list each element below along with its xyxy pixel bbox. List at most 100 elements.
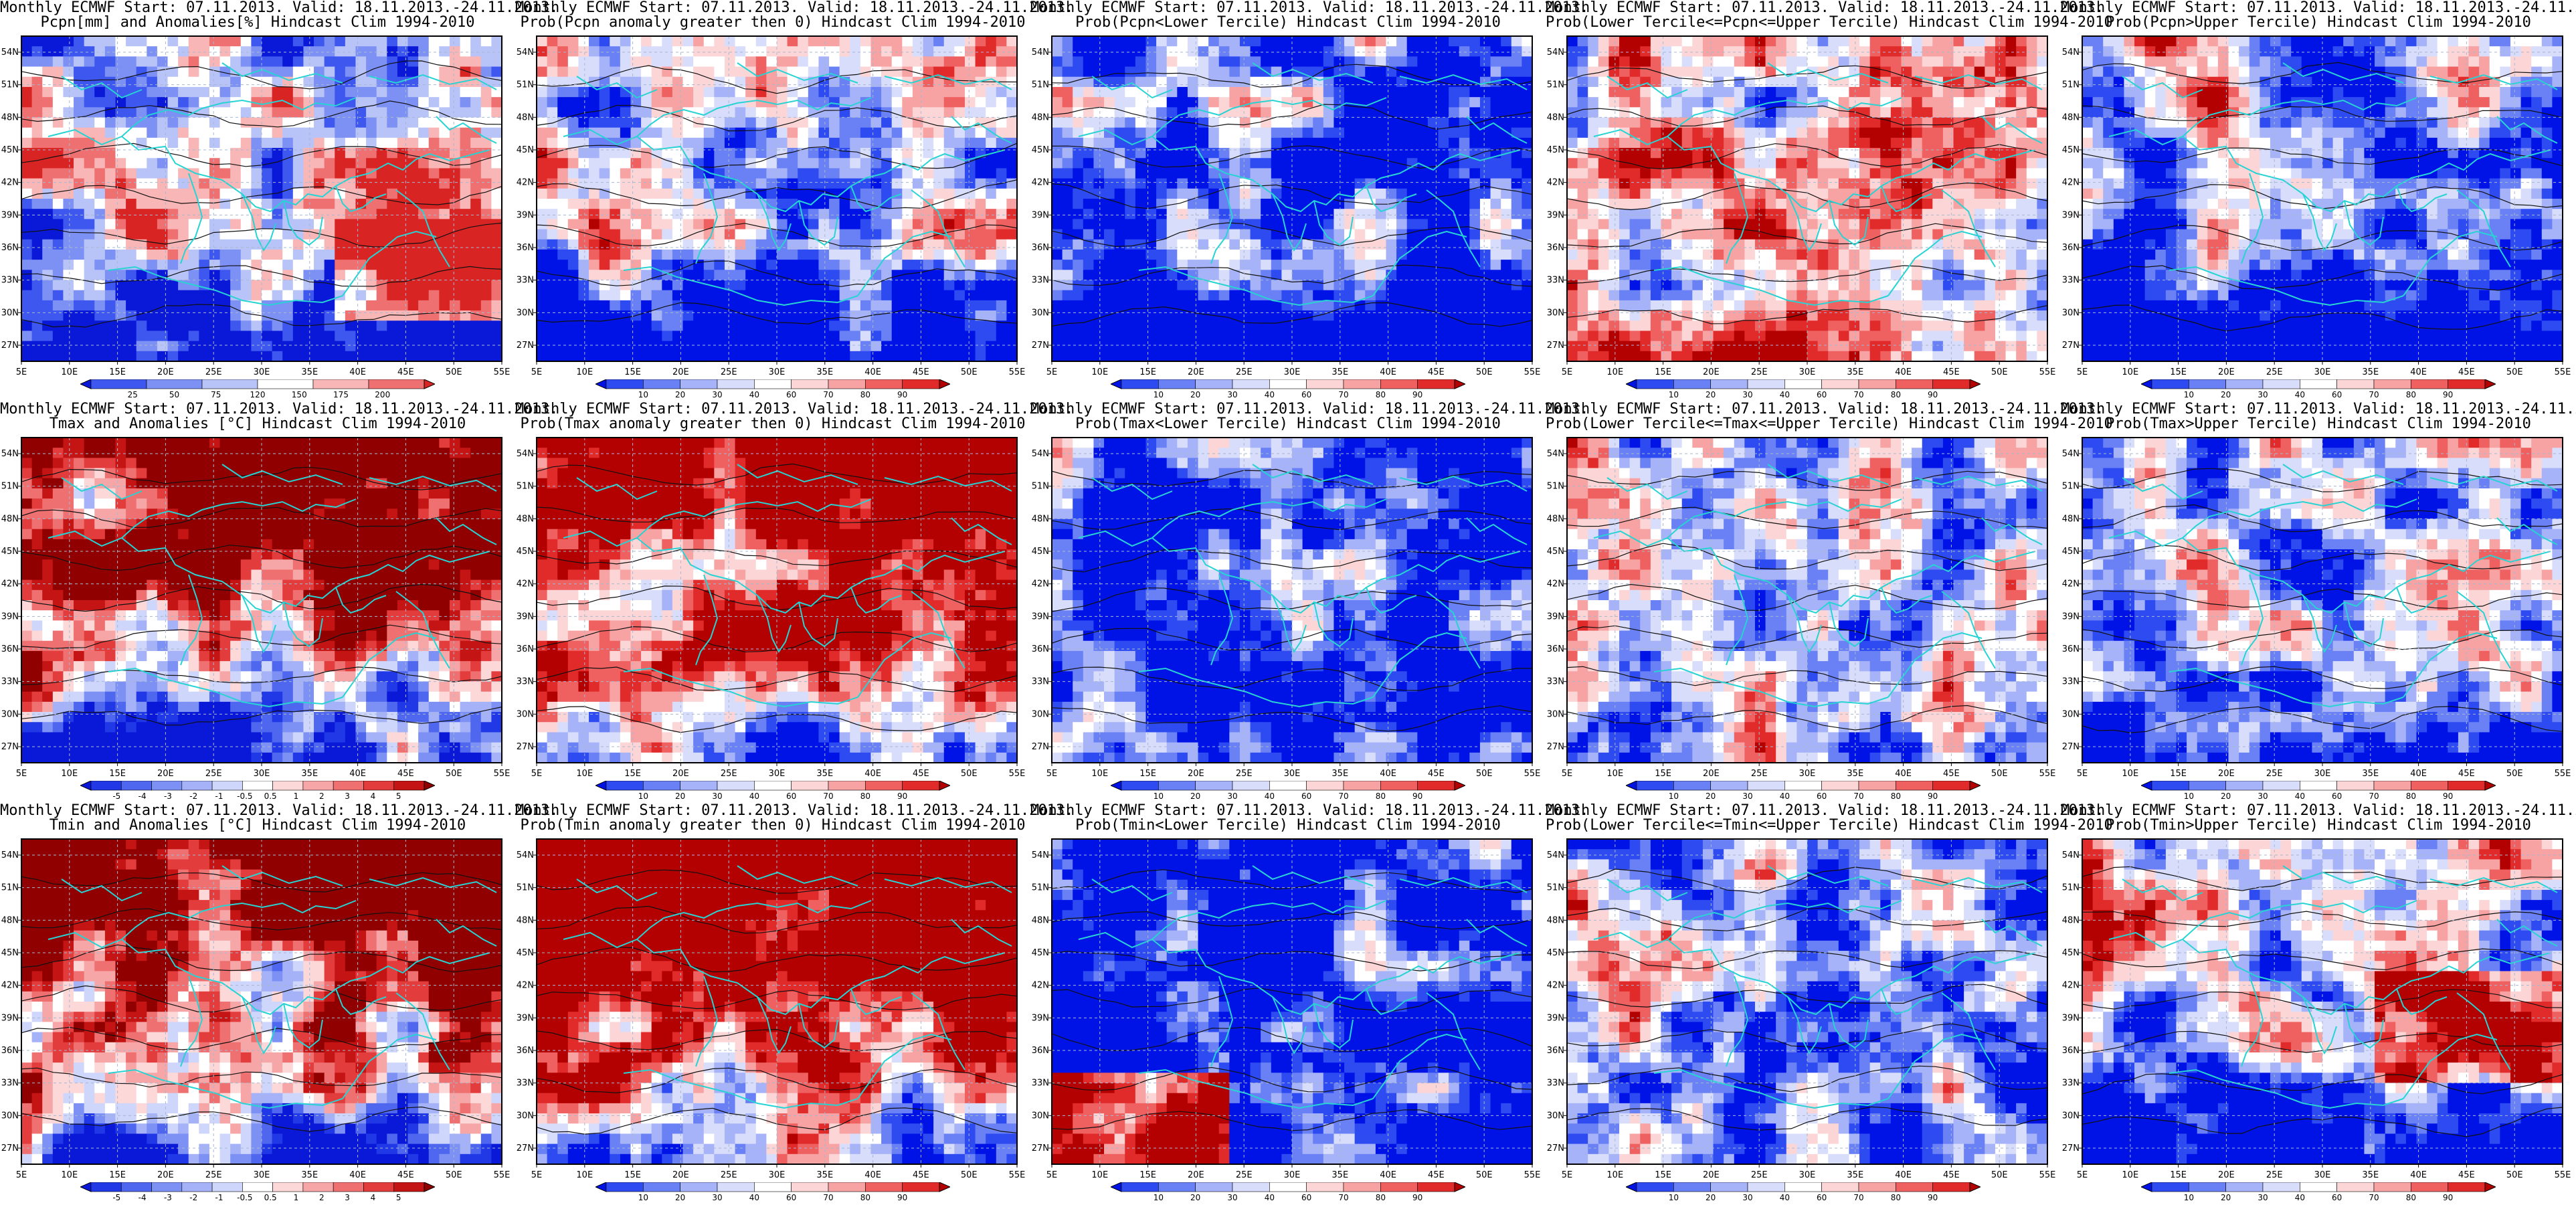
colorbar-tick-label: 1 — [294, 792, 299, 801]
lat-tick-label: 36N — [2062, 1046, 2080, 1056]
lon-tick-label: 40E — [2410, 769, 2427, 779]
colorbar-tick-label: -4 — [139, 1193, 147, 1202]
colorbar-tick-label: 60 — [2332, 390, 2342, 399]
colorbar-tick-label: 90 — [1928, 390, 1938, 399]
colorbar-tick-label: 60 — [1301, 1193, 1311, 1202]
colorbar-tick-label: 90 — [2443, 390, 2453, 399]
lat-tick-label: 45N — [1032, 547, 1049, 557]
lon-tick-label: 40E — [1895, 769, 1912, 779]
colorbar-tick-label: 80 — [1891, 390, 1901, 399]
lat-tick-label: 42N — [1, 981, 19, 991]
lon-tick-label: 15E — [1655, 1170, 1671, 1180]
colorbar-tick-label: 40 — [1265, 1193, 1275, 1202]
lon-tick-label: 15E — [1655, 769, 1671, 779]
lon-tick-label: 35E — [816, 367, 833, 377]
colorbar-tick-label: 80 — [1376, 390, 1386, 399]
lon-tick-label: 25E — [1236, 769, 1253, 779]
lat-tick-label: 54N — [1, 850, 19, 860]
lon-tick-label: 45E — [397, 367, 414, 377]
lon-tick-label: 20E — [157, 1170, 174, 1180]
colorbar-tick-label: -4 — [139, 792, 147, 801]
lon-tick-label: 55E — [2039, 367, 2056, 377]
lon-tick-label: 10E — [61, 367, 78, 377]
colorbar-tick-label: 30 — [712, 1193, 722, 1202]
map-panel-tmin-4: Monthly ECMWF Start: 07.11.2013. Valid: … — [1546, 803, 2061, 1204]
lon-tick-label: 50E — [1476, 367, 1493, 377]
lat-tick-label: 45N — [1, 948, 19, 958]
colorbar-tick-label: 70 — [2369, 1193, 2379, 1202]
map-panel-tmax-4: Monthly ECMWF Start: 07.11.2013. Valid: … — [1546, 401, 2061, 803]
lat-tick-label: 54N — [1547, 850, 1564, 860]
lat-tick-label: 48N — [1032, 915, 1049, 925]
lon-tick-label: 45E — [1428, 367, 1445, 377]
colorbar-tick-label: 150 — [292, 390, 307, 399]
lon-tick-label: 35E — [1847, 1170, 1863, 1180]
lon-tick-label: 35E — [2362, 367, 2379, 377]
lon-tick-label: 45E — [2458, 367, 2475, 377]
colorbar-tick-label: 40 — [1780, 1193, 1790, 1202]
lon-tick-label: 40E — [1380, 367, 1396, 377]
lon-tick-label: 55E — [1524, 367, 1541, 377]
lat-tick-label: 42N — [1, 178, 19, 188]
colorbar-tick-label: 80 — [2406, 792, 2416, 801]
lat-tick-label: 36N — [2062, 644, 2080, 654]
lat-tick-label: 36N — [1, 644, 19, 654]
lat-tick-label: 42N — [517, 981, 534, 991]
map-panel-tmin-3: Monthly ECMWF Start: 07.11.2013. Valid: … — [1030, 803, 1546, 1204]
colorbar-tick-label: 10 — [1154, 1193, 1164, 1202]
colorbar-tick-label: 40 — [2295, 390, 2305, 399]
lon-tick-label: 45E — [397, 1170, 414, 1180]
lon-tick-label: 5E — [531, 769, 543, 779]
colorbar-tick-label: 4 — [371, 1193, 376, 1202]
lat-tick-label: 39N — [1547, 612, 1564, 622]
lon-tick-label: 5E — [531, 367, 543, 377]
lon-tick-label: 35E — [301, 1170, 318, 1180]
lon-tick-label: 35E — [816, 769, 833, 779]
colorbar-tick-label: 5 — [396, 792, 401, 801]
map-panel-tmin-1: Monthly ECMWF Start: 07.11.2013. Valid: … — [0, 803, 515, 1204]
panel-title-line-2: Prob(Tmax<Lower Tercile) Hindcast Clim 1… — [1030, 416, 1546, 432]
lon-tick-label: 40E — [864, 769, 881, 779]
colorbar-tick-label: 70 — [1338, 390, 1348, 399]
colorbar-tick-label: 60 — [1817, 390, 1827, 399]
colorbar-tick-label: 10 — [2184, 1193, 2194, 1202]
lon-tick-label: 10E — [2122, 367, 2138, 377]
lon-tick-label: 25E — [205, 1170, 222, 1180]
map-panel-tmax-5: Monthly ECMWF Start: 07.11.2013. Valid: … — [2061, 401, 2576, 803]
lat-tick-label: 48N — [517, 915, 534, 925]
lon-tick-label: 40E — [349, 769, 366, 779]
colorbar-tick-label: 70 — [823, 792, 833, 801]
lat-tick-label: 36N — [1547, 644, 1564, 654]
lon-tick-label: 10E — [1606, 1170, 1623, 1180]
lat-tick-label: 27N — [1032, 341, 1049, 351]
lat-tick-label: 33N — [2062, 677, 2080, 687]
lat-tick-label: 30N — [1032, 709, 1049, 719]
lat-tick-label: 36N — [1547, 243, 1564, 253]
colorbar-tick-label: 80 — [1891, 792, 1901, 801]
lon-tick-label: 25E — [2266, 367, 2283, 377]
colorbar-tick-label: 90 — [1412, 792, 1422, 801]
lon-tick-label: 50E — [2506, 1170, 2523, 1180]
lat-tick-label: 45N — [1032, 948, 1049, 958]
lon-tick-label: 55E — [1009, 367, 1026, 377]
lat-tick-label: 54N — [2062, 48, 2080, 58]
lat-tick-label: 48N — [1032, 112, 1049, 122]
lat-tick-label: 51N — [1547, 80, 1564, 90]
lat-tick-label: 45N — [1547, 948, 1564, 958]
lat-tick-label: 27N — [517, 742, 534, 752]
panel-title-line-2: Tmax and Anomalies [°C] Hindcast Clim 19… — [0, 416, 515, 432]
lat-tick-label: 27N — [2062, 742, 2080, 752]
lat-tick-label: 54N — [2062, 449, 2080, 459]
